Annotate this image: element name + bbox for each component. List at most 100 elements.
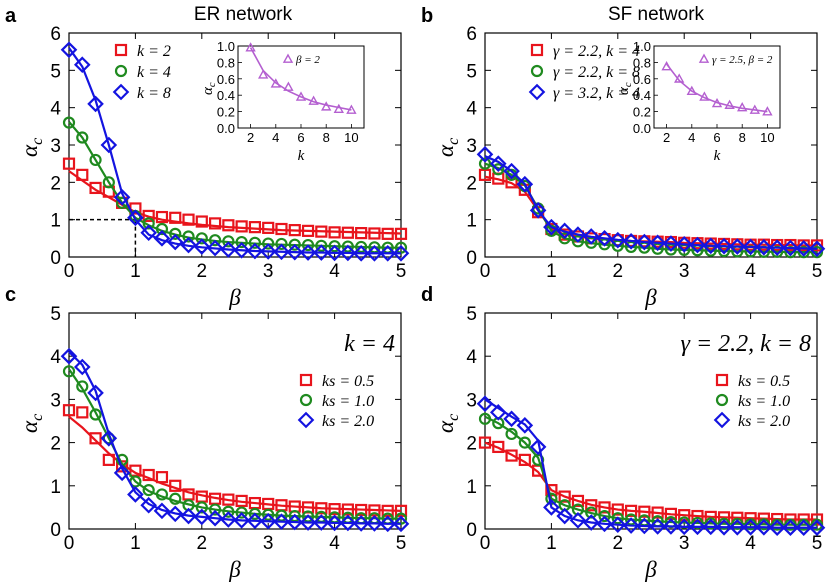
data-point xyxy=(355,240,368,254)
panel-letter: c xyxy=(5,284,16,306)
data-point xyxy=(328,240,341,253)
x-tick-label: 0 xyxy=(64,533,75,554)
data-point xyxy=(662,518,680,535)
data-point xyxy=(352,244,370,262)
y-tick-label: 2 xyxy=(50,434,61,455)
data-point xyxy=(235,494,248,508)
data-point xyxy=(275,222,288,236)
data-point xyxy=(142,484,155,497)
data-point xyxy=(180,236,197,254)
panel-c: c 0 1 2 3 4 5 0 1 2 3 4 5 β αc ks = 0.5 ks = 1.0 ks = 2.0… xyxy=(5,284,410,582)
data-point xyxy=(89,153,102,167)
inset-x-axis-label: k xyxy=(298,148,305,164)
inset-y-tick-label: 0.4 xyxy=(217,88,235,103)
legend-marker xyxy=(114,64,128,78)
data-point xyxy=(286,513,304,531)
legend-marker xyxy=(528,83,546,101)
data-point xyxy=(155,222,169,236)
x-tick-label: 3 xyxy=(263,261,274,282)
y-tick-label: 1 xyxy=(466,477,477,498)
data-point xyxy=(569,512,587,529)
data-point xyxy=(288,238,301,251)
inset-data-point xyxy=(674,73,685,83)
inset-y-tick-label: 0.0 xyxy=(217,121,235,136)
data-point xyxy=(87,384,104,402)
data-point xyxy=(516,175,534,193)
data-point xyxy=(704,510,717,524)
data-point xyxy=(702,518,720,536)
y-tick-label: 2 xyxy=(466,434,477,455)
data-point xyxy=(193,238,211,255)
inset-x-tick-label: 10 xyxy=(760,130,774,145)
legend-marker xyxy=(299,393,313,407)
inset-legend-marker xyxy=(698,53,710,63)
y-tick-label: 1 xyxy=(50,477,61,498)
data-point xyxy=(195,501,208,514)
data-point xyxy=(313,514,330,531)
data-point xyxy=(153,502,171,520)
data-point xyxy=(102,453,115,466)
panel-letter: a xyxy=(5,5,17,27)
data-point xyxy=(379,244,397,262)
data-point xyxy=(649,518,666,535)
data-point xyxy=(585,499,598,512)
data-point xyxy=(341,503,354,516)
y-tick-label: 5 xyxy=(466,61,477,82)
data-point xyxy=(808,519,826,537)
data-point xyxy=(651,506,664,519)
data-point xyxy=(273,513,290,530)
data-point xyxy=(155,488,169,501)
data-point xyxy=(717,511,731,524)
data-point xyxy=(166,233,184,251)
y-tick-label: 3 xyxy=(50,390,61,411)
data-point xyxy=(180,507,197,525)
data-point xyxy=(585,506,598,519)
data-point xyxy=(193,508,211,526)
legend-marker xyxy=(114,43,128,57)
panel-letter: b xyxy=(421,5,433,27)
y-tick-label: 2 xyxy=(50,173,61,194)
inset-x-tick-label: 4 xyxy=(688,130,695,145)
data-point xyxy=(624,504,638,517)
x-tick-label: 0 xyxy=(64,261,75,282)
data-point xyxy=(352,515,370,532)
data-point xyxy=(478,168,492,181)
y-tick-label: 3 xyxy=(466,390,477,411)
data-point xyxy=(505,449,518,462)
x-tick-label: 4 xyxy=(329,261,340,282)
data-point xyxy=(596,515,613,533)
data-point xyxy=(233,241,250,259)
x-axis-label: β xyxy=(228,557,241,582)
inset-fit-line xyxy=(665,63,768,113)
data-point xyxy=(742,518,759,536)
data-point xyxy=(662,235,680,252)
y-axis-label: αc xyxy=(433,138,462,157)
data-point xyxy=(516,417,534,434)
data-point xyxy=(127,209,144,227)
inset-y-tick-label: 0.4 xyxy=(633,88,651,103)
legend-label: ks = 0.5 xyxy=(322,373,374,390)
data-point xyxy=(182,213,195,226)
data-point xyxy=(155,210,169,224)
data-point xyxy=(558,232,571,245)
data-point xyxy=(715,518,733,536)
series-1 xyxy=(478,436,824,526)
data-point xyxy=(492,163,505,176)
inset-data-point xyxy=(270,78,281,88)
data-point xyxy=(328,503,341,516)
y-tick-label: 3 xyxy=(466,136,477,157)
data-point xyxy=(100,136,118,154)
data-point xyxy=(262,508,275,521)
legend: k = 2 k = 4 k = 8 xyxy=(112,43,171,102)
legend-marker xyxy=(299,373,313,387)
x-tick-label: 5 xyxy=(812,533,823,554)
data-point xyxy=(60,41,78,59)
data-point xyxy=(797,246,810,259)
inset-x-tick-label: 8 xyxy=(739,130,746,145)
data-point xyxy=(248,221,262,234)
data-point xyxy=(571,235,585,248)
inset-y-tick-label: 1.0 xyxy=(633,39,651,54)
inset-data-point xyxy=(245,42,256,52)
